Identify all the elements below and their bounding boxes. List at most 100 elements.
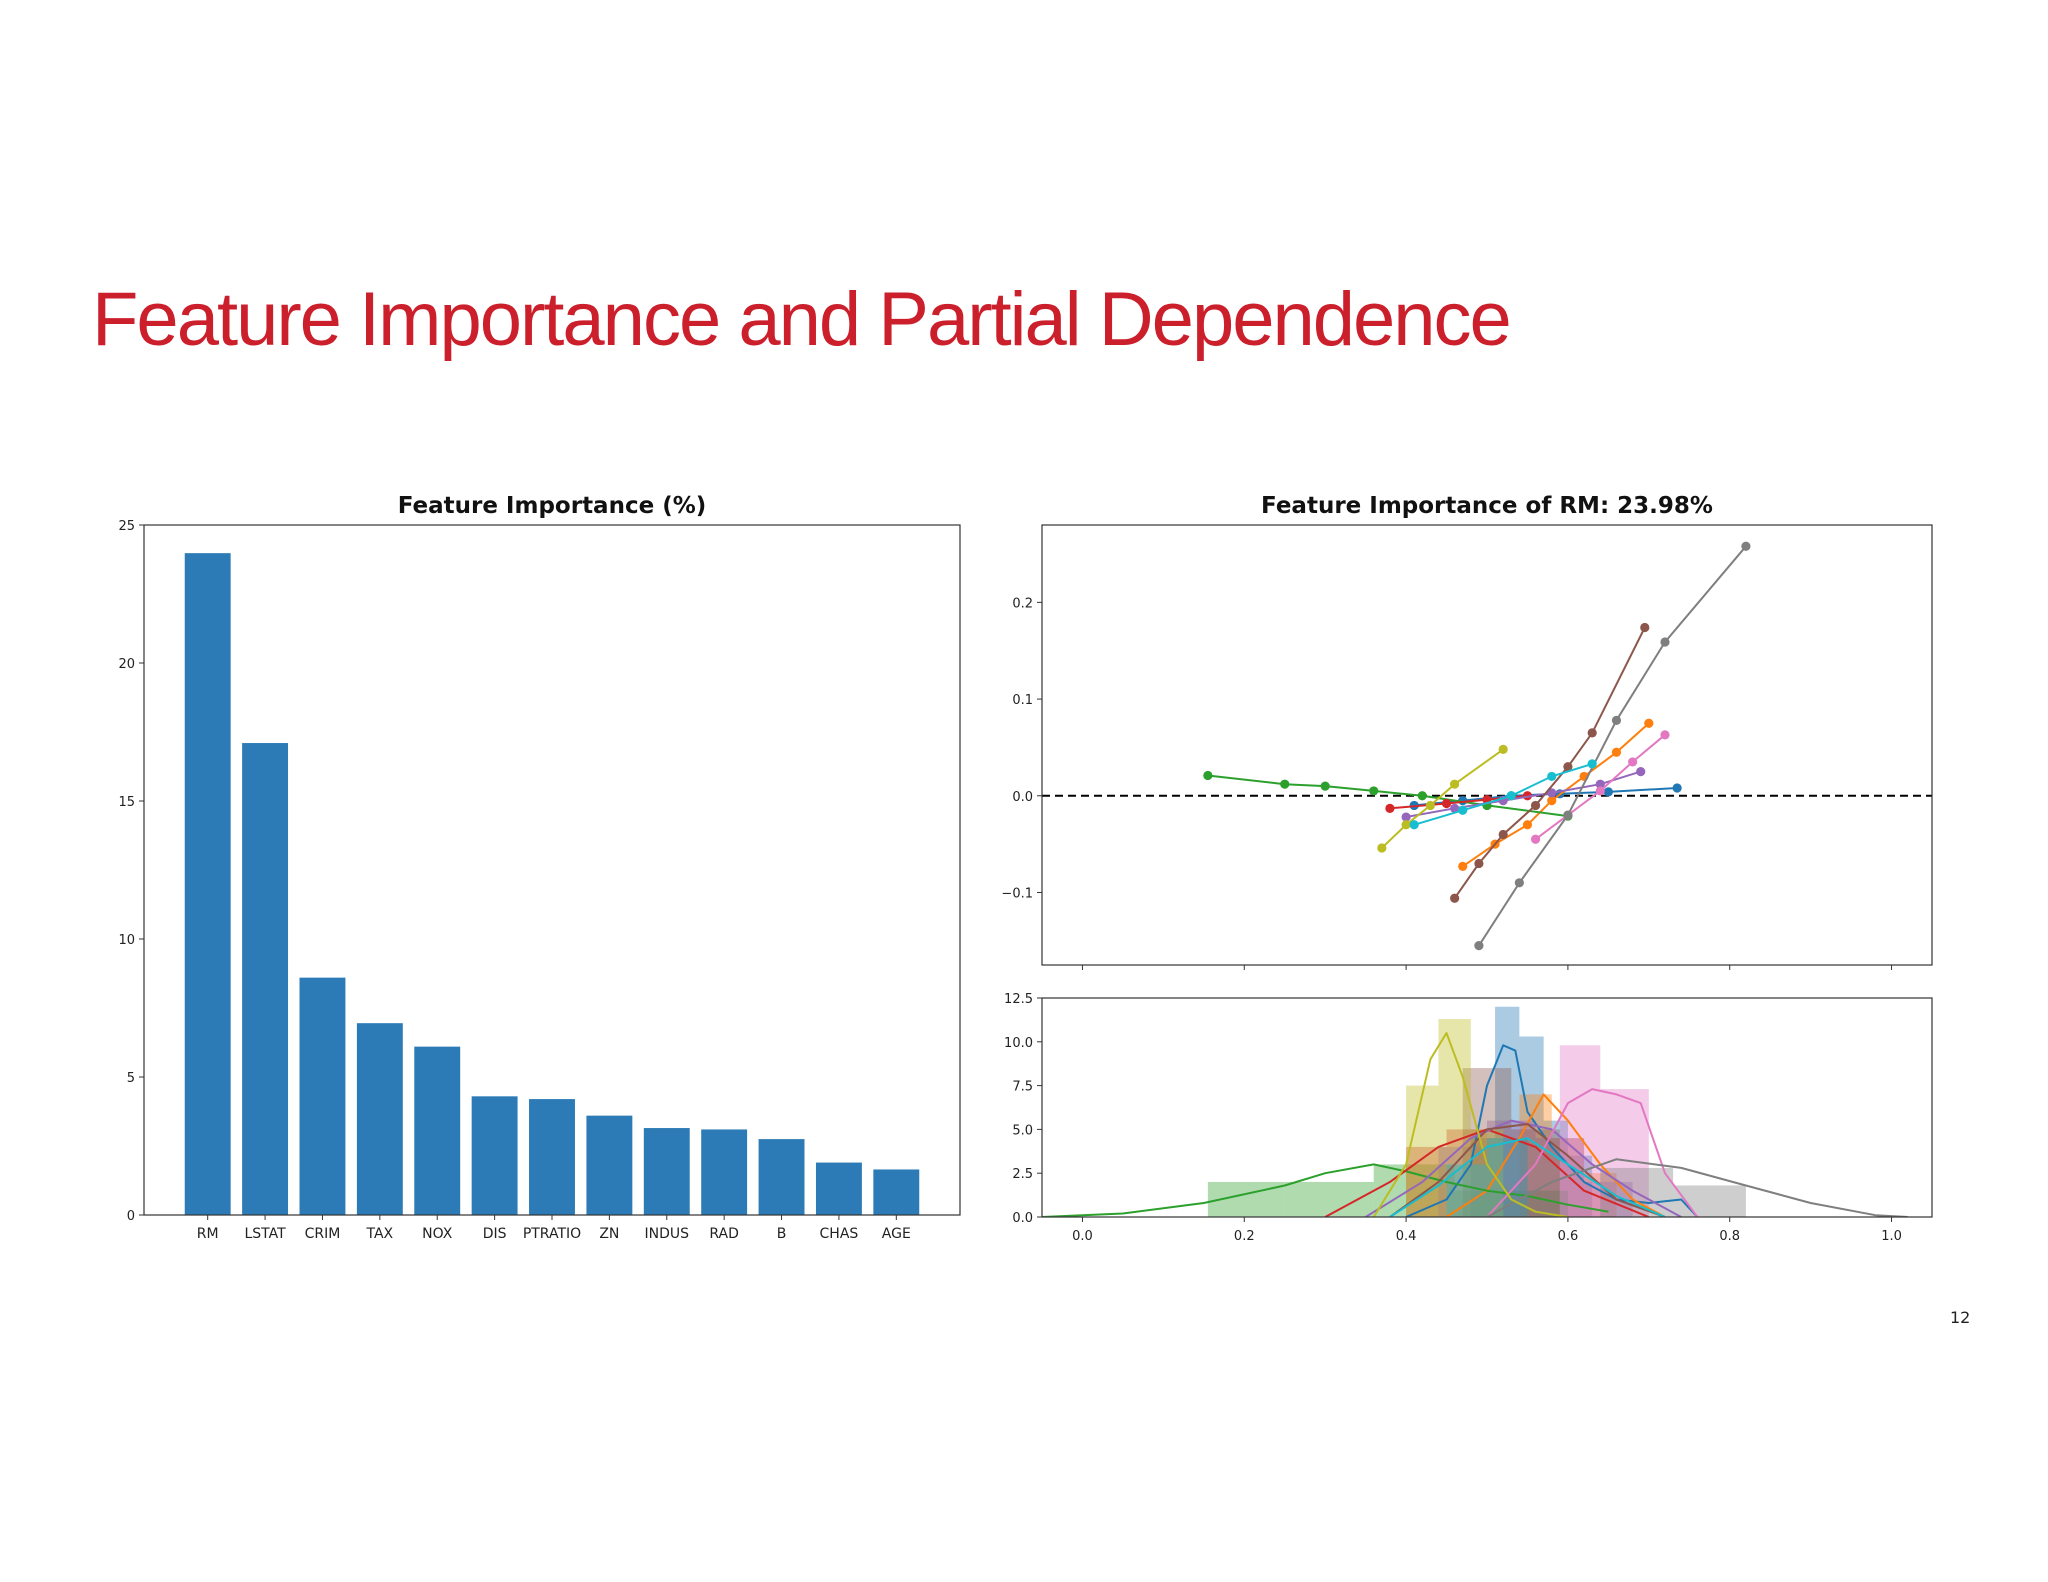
pd-point bbox=[1377, 843, 1387, 853]
pd-point bbox=[1369, 786, 1379, 796]
x-tick-label: CHAS bbox=[820, 1226, 859, 1242]
pd-point bbox=[1587, 728, 1597, 738]
dist-y-tick-label: 5.0 bbox=[1012, 1123, 1033, 1138]
x-tick-label: PTRATIO bbox=[523, 1226, 581, 1242]
pd-point bbox=[1514, 878, 1524, 888]
dist-x-tick-label: 1.0 bbox=[1881, 1229, 1902, 1244]
histogram-bar-series-3 bbox=[1284, 1181, 1374, 1217]
kde-curve-series-7 bbox=[1486, 1088, 1699, 1217]
pd-point bbox=[1611, 715, 1622, 725]
y-tick-label: 0 bbox=[127, 1209, 135, 1224]
pd-point bbox=[1660, 637, 1670, 647]
pd-point bbox=[1498, 744, 1508, 754]
dist-x-tick-label: 0.4 bbox=[1396, 1229, 1417, 1244]
dist-x-tick-label: 0.6 bbox=[1558, 1229, 1579, 1244]
pd-point bbox=[1603, 787, 1613, 797]
kde-curve-series-9 bbox=[1372, 1032, 1569, 1217]
pd-point bbox=[1522, 820, 1533, 830]
pd-point bbox=[1644, 718, 1654, 728]
pd-point bbox=[1530, 800, 1541, 811]
kde-curve-series-2 bbox=[1445, 1093, 1666, 1217]
pd-plot-area bbox=[1042, 541, 1932, 951]
pd-point bbox=[1417, 791, 1427, 801]
pd-point bbox=[1441, 798, 1452, 809]
pd-point bbox=[1636, 766, 1646, 777]
pd-point bbox=[1595, 779, 1605, 789]
pd-point bbox=[1458, 805, 1468, 815]
kde-curve-series-10 bbox=[1389, 1137, 1666, 1217]
dist-x-tick-label: 0.2 bbox=[1234, 1229, 1255, 1244]
pd-point bbox=[1611, 747, 1622, 757]
pd-point bbox=[1401, 820, 1411, 830]
bar-age bbox=[873, 1169, 920, 1215]
x-tick-label: DIS bbox=[483, 1226, 507, 1242]
pd-line-series-5 bbox=[1405, 770, 1641, 818]
bar-chart-frame bbox=[143, 524, 961, 1216]
dist-plot-area bbox=[1042, 1006, 1908, 1217]
pd-point bbox=[1595, 786, 1605, 796]
pd-frame bbox=[1041, 524, 1933, 966]
y-tick-label: 5 bbox=[127, 1071, 135, 1086]
pd-point bbox=[1401, 812, 1411, 822]
pd-point bbox=[1660, 730, 1670, 740]
pd-point bbox=[1474, 941, 1484, 951]
pd-point bbox=[1640, 622, 1650, 633]
x-tick-label: INDUS bbox=[645, 1226, 690, 1242]
x-tick-label: B bbox=[777, 1226, 787, 1242]
pd-point bbox=[1587, 759, 1597, 769]
dist-x-tick-label: 0.0 bbox=[1072, 1229, 1093, 1244]
kde-curve-series-1 bbox=[1405, 1044, 1699, 1217]
pd-point bbox=[1450, 779, 1460, 789]
pd-point bbox=[1409, 820, 1419, 830]
x-tick-label: RM bbox=[197, 1226, 219, 1242]
dist-frame bbox=[1041, 997, 1933, 1218]
pd-point bbox=[1458, 861, 1468, 871]
pd-point bbox=[1530, 834, 1541, 844]
dist-x-tick-label: 0.8 bbox=[1719, 1229, 1740, 1244]
pd-point bbox=[1547, 796, 1557, 806]
pd-point bbox=[1741, 541, 1751, 551]
pd-point bbox=[1547, 771, 1557, 782]
pd-point bbox=[1672, 783, 1682, 793]
partial-dependence-figure: Feature Importance of RM: 23.98% −0.1 0.0 0… bbox=[1001, 493, 1933, 1244]
bar-zn bbox=[586, 1115, 633, 1215]
bar-crim bbox=[299, 977, 346, 1215]
y-tick-label: 20 bbox=[118, 657, 135, 672]
pd-point bbox=[1474, 858, 1484, 869]
slide-title: Feature Importance and Partial Dependenc… bbox=[92, 277, 1512, 362]
pd-point bbox=[1498, 829, 1508, 840]
histogram-bar-series-5 bbox=[1487, 1120, 1536, 1217]
bar-ptratio bbox=[529, 1099, 575, 1215]
pd-point bbox=[1385, 803, 1395, 813]
pd-point bbox=[1320, 781, 1330, 791]
kde-curve-series-8 bbox=[1486, 1158, 1908, 1217]
y-tick-label: 15 bbox=[118, 795, 135, 810]
pd-point bbox=[1425, 800, 1435, 811]
pd-point bbox=[1563, 762, 1573, 772]
bar-chas bbox=[815, 1162, 862, 1215]
pd-point bbox=[1450, 893, 1460, 903]
pd-chart-title: Feature Importance of RM: 23.98% bbox=[1261, 493, 1713, 519]
pd-y-tick-label: 0.0 bbox=[1012, 790, 1033, 805]
bar-indus bbox=[643, 1128, 690, 1215]
dist-y-tick-label: 7.5 bbox=[1012, 1080, 1033, 1095]
bar-nox bbox=[414, 1046, 461, 1215]
x-tick-label: NOX bbox=[422, 1226, 453, 1242]
page-number: 12 bbox=[1950, 1308, 1971, 1327]
pd-y-tick-label: −0.1 bbox=[1001, 886, 1033, 901]
pd-point bbox=[1450, 803, 1460, 813]
dist-y-tick-label: 10.0 bbox=[1004, 1036, 1033, 1051]
y-tick-label: 25 bbox=[118, 519, 135, 534]
kde-curve-series-6 bbox=[1389, 1123, 1666, 1217]
x-tick-label: TAX bbox=[366, 1226, 394, 1242]
feature-importance-bar-chart: Feature Importance (%) RM LSTAT CRIM TAX NOX D… bbox=[118, 493, 961, 1242]
bar-tax bbox=[356, 1023, 403, 1215]
bar-lstat bbox=[242, 743, 289, 1215]
bar-rm bbox=[184, 553, 231, 1215]
bar-chart-title: Feature Importance (%) bbox=[398, 493, 707, 519]
bar-dis bbox=[471, 1096, 518, 1215]
x-tick-label: CRIM bbox=[305, 1226, 341, 1242]
kde-curve-series-5 bbox=[1365, 1119, 1682, 1217]
pd-point bbox=[1203, 770, 1213, 781]
pd-point bbox=[1547, 788, 1557, 798]
